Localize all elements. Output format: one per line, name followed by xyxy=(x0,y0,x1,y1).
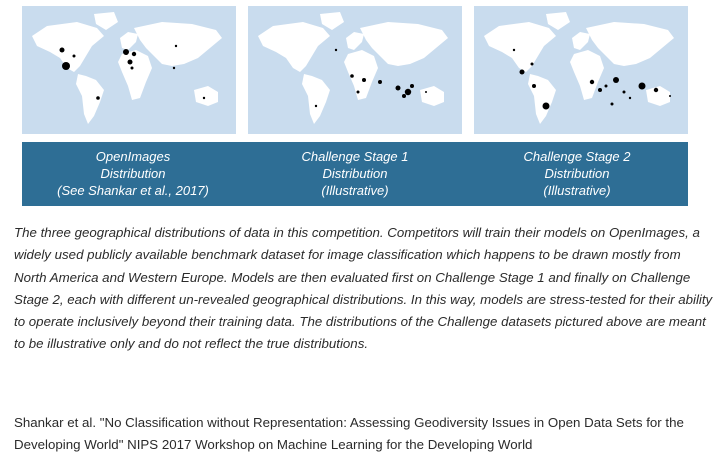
panel-label-line: (Illustrative) xyxy=(543,183,611,198)
panel-label-line: (See Shankar et al., 2017) xyxy=(57,183,209,198)
panel-label-line: Distribution xyxy=(322,166,388,181)
land-masses xyxy=(258,12,448,124)
distribution-label-banner: OpenImages Distribution (See Shankar et … xyxy=(22,142,688,206)
panel-label-stage-1: Challenge Stage 1 Distribution (Illustra… xyxy=(244,148,466,199)
panel-label-openimages: OpenImages Distribution (See Shankar et … xyxy=(22,148,244,199)
marker-dots xyxy=(512,48,671,110)
distribution-figure: OpenImages Distribution (See Shankar et … xyxy=(22,0,688,206)
map-challenge-stage-1 xyxy=(248,6,462,134)
marker-dots xyxy=(59,44,206,100)
world-map-stage-1 xyxy=(258,12,448,124)
panel-label-line: OpenImages xyxy=(95,149,171,164)
map-openimages xyxy=(22,6,236,134)
panel-label-line: Challenge Stage 2 xyxy=(523,149,631,164)
marker-dots xyxy=(314,48,427,108)
figure-caption: The three geographical distributions of … xyxy=(14,225,713,352)
land-masses xyxy=(32,12,222,124)
citation-reference: Shankar et al. "No Classification withou… xyxy=(14,415,684,453)
panel-label-line: Distribution xyxy=(100,166,166,181)
world-map-openimages xyxy=(32,12,222,124)
panel-label-stage-2: Challenge Stage 2 Distribution (Illustra… xyxy=(466,148,688,199)
panel-label-line: Distribution xyxy=(544,166,610,181)
land-masses xyxy=(484,12,674,124)
map-challenge-stage-2 xyxy=(474,6,688,134)
panel-label-line: Challenge Stage 1 xyxy=(301,149,409,164)
panel-label-line: (Illustrative) xyxy=(321,183,389,198)
world-map-stage-2 xyxy=(484,12,674,124)
